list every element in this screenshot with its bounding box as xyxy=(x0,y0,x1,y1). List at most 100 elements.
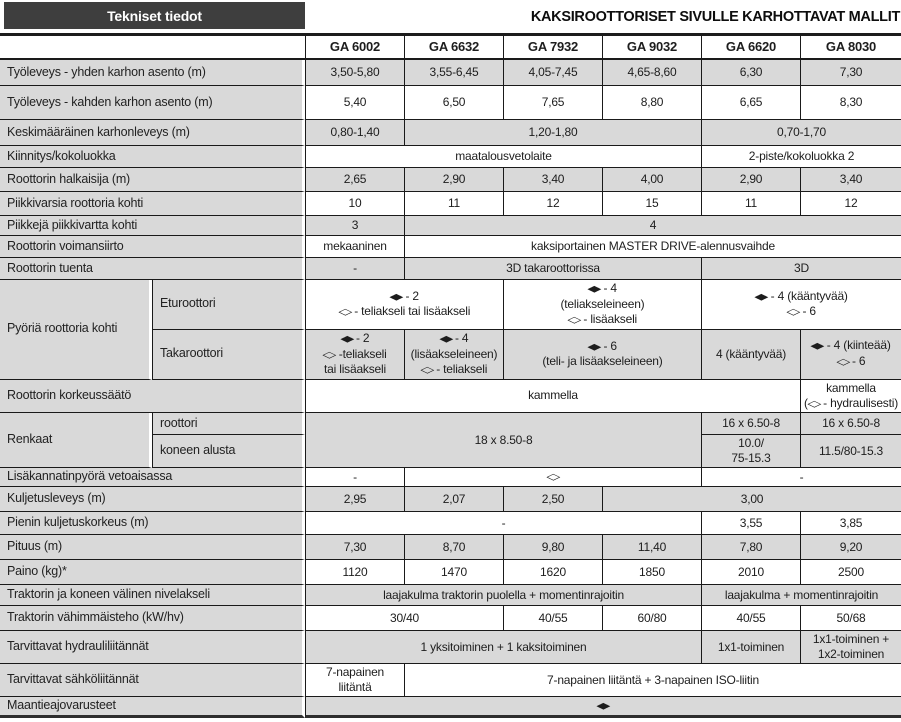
cell-roottorin-halkaisija-0: 2,65 xyxy=(305,168,404,192)
cell-keskimaarainen-karhonleveys-2: 0,70-1,70 xyxy=(701,120,901,146)
cell-tyoleveys-kahden-0: 5,40 xyxy=(305,86,404,120)
row-sublabel-pyoria-eturoottori: Eturoottori xyxy=(152,280,305,330)
cell-vahimmaisteho-1: 40/55 xyxy=(503,606,602,631)
cell-hydrauliliitannat-2: 1x1-toiminen +1x2-toiminen xyxy=(800,631,901,664)
row-label-piikkeja: Piikkejä piikkivartta kohti xyxy=(0,216,305,236)
cell-kuljetusleveys-2: 2,50 xyxy=(503,487,602,512)
cell-paino-2: 1620 xyxy=(503,560,602,585)
row-label-kiinnitys: Kiinnitys/kokoluokka xyxy=(0,146,305,168)
cell-tyoleveys-yhden-2: 4,05-7,45 xyxy=(503,60,602,86)
cell-piikkeja-1: 4 xyxy=(404,216,901,236)
table-corner xyxy=(0,36,305,60)
cell-piikkivarsia-4: 11 xyxy=(701,192,800,216)
cell-pyoria-eturoottori-1: ◆ - 4 (teliakseleineen) ◇ - lisäakseli xyxy=(503,280,701,330)
filled-diamond-icon: ◆ xyxy=(596,701,611,711)
cell-renkaat-roottori-0: 18 x 8.50-8 xyxy=(305,413,701,469)
cell-pituus-4: 7,80 xyxy=(701,535,800,560)
cell-vahimmaisteho-3: 40/55 xyxy=(701,606,800,631)
cell-tyoleveys-kahden-1: 6,50 xyxy=(404,86,503,120)
cell-nivelakseli-1: laajakulma + momentinrajoitin xyxy=(701,585,901,606)
row-label-sahkoliitannat: Tarvittavat sähköliitännät xyxy=(0,664,305,697)
cell-vahimmaisteho-0: 30/40 xyxy=(305,606,503,631)
cell-piikkivarsia-1: 11 xyxy=(404,192,503,216)
cell-korkeussaato-0: kammella xyxy=(305,379,800,414)
cell-pienin-kuljetuskorkeus-1: 3,55 xyxy=(701,512,800,535)
cell-pienin-kuljetuskorkeus-2: 3,85 xyxy=(800,512,901,535)
cell-tyoleveys-kahden-3: 8,80 xyxy=(602,86,701,120)
cell-piikkivarsia-3: 15 xyxy=(602,192,701,216)
cell-tyoleveys-yhden-3: 4,65-8,60 xyxy=(602,60,701,86)
cell-roottorin-halkaisija-2: 3,40 xyxy=(503,168,602,192)
row-label-roottorin-halkaisija: Roottorin halkaisija (m) xyxy=(0,168,305,192)
cell-roottorin-halkaisija-4: 2,90 xyxy=(701,168,800,192)
technical-specs-table: GA 6002 GA 6632 GA 7932 GA 9032 GA 6620 GA 80… xyxy=(0,36,901,718)
cell-pyoria-takaroottori-2: ◆ - 6 (teli- ja lisäakseleineen) xyxy=(503,329,701,380)
cell-keskimaarainen-karhonleveys-0: 0,80-1,40 xyxy=(305,120,404,146)
page-title: Tekniset tiedot xyxy=(107,7,202,24)
row-label-keskimaarainen-karhonleveys: Keskimääräinen karhonleveys (m) xyxy=(0,120,305,146)
cell-piikkivarsia-0: 10 xyxy=(305,192,404,216)
cell-vahimmaisteho-4: 50/68 xyxy=(800,606,901,631)
cell-lisakannatinpyora-1: ◇ xyxy=(404,468,701,487)
outline-diamond-icon: ◇ xyxy=(322,349,337,360)
page-header: Tekniset tiedot KAKSIROOTTORISET SIVULLE… xyxy=(0,0,901,36)
cell-lisakannatinpyora-0: - xyxy=(305,468,404,487)
filled-diamond-icon: ◆ xyxy=(339,334,354,344)
cell-tuenta-2: 3D xyxy=(701,258,901,280)
cell-vahimmaisteho-2: 60/80 xyxy=(602,606,701,631)
cell-pituus-0: 7,30 xyxy=(305,535,404,560)
cell-voimansiirto-1: kaksiportainen MASTER DRIVE-alennusvaihd… xyxy=(404,236,901,258)
outline-diamond-icon: ◇ xyxy=(546,472,560,483)
cell-kiinnitys-0: maatalousvetolaite xyxy=(305,146,701,168)
row-sublabel-renkaat-roottori: roottori xyxy=(152,413,305,436)
cell-paino-0: 1120 xyxy=(305,560,404,585)
filled-diamond-icon: ◆ xyxy=(754,291,769,302)
cell-voimansiirto-0: mekaaninen xyxy=(305,236,404,258)
cell-kuljetusleveys-0: 2,95 xyxy=(305,487,404,512)
cell-tyoleveys-yhden-1: 3,55-6,45 xyxy=(404,60,503,86)
row-label-hydrauliliitannat: Tarvittavat hydrauliliitännät xyxy=(0,631,305,664)
outline-diamond-icon: ◇ xyxy=(420,364,434,375)
row-label-maantieajovarusteet: Maantieajovarusteet xyxy=(0,697,305,718)
row-label-tuenta: Roottorin tuenta xyxy=(0,258,305,280)
cell-hydrauliliitannat-0: 1 yksitoiminen + 1 kaksitoiminen xyxy=(305,631,701,664)
row-sublabel-pyoria-takaroottori: Takaroottori xyxy=(152,329,305,380)
cell-tyoleveys-kahden-5: 8,30 xyxy=(800,86,901,120)
column-header-ga-6632: GA 6632 xyxy=(404,36,503,60)
row-label-tyoleveys-yhden: Työleveys - yhden karhon asento (m) xyxy=(0,60,305,86)
cell-paino-3: 1850 xyxy=(602,560,701,585)
cell-lisakannatinpyora-2: - xyxy=(701,468,901,487)
cell-tyoleveys-yhden-5: 7,30 xyxy=(800,60,901,86)
outline-diamond-icon: ◇ xyxy=(567,315,581,325)
column-header-ga-6620: GA 6620 xyxy=(701,36,800,60)
cell-pituus-3: 11,40 xyxy=(602,535,701,560)
row-label-renkaat-roottori: Renkaat xyxy=(0,413,152,469)
cell-pyoria-eturoottori-2: ◆ - 4 (kääntyvää) ◇ - 6 xyxy=(701,280,901,330)
outline-diamond-icon: ◇ xyxy=(807,398,821,409)
row-label-vahimmaisteho: Traktorin vähimmäisteho (kW/hv) xyxy=(0,606,305,631)
cell-keskimaarainen-karhonleveys-1: 1,20-1,80 xyxy=(404,120,701,146)
cell-renkaat-roottori-1: 16 x 6.50-8 xyxy=(701,413,800,436)
cell-sahkoliitannat-1: 7-napainen liitäntä + 3-napainen ISO-lii… xyxy=(404,664,901,697)
left-title-box: Tekniset tiedot xyxy=(4,2,305,29)
outline-diamond-icon: ◇ xyxy=(786,307,801,318)
row-label-nivelakseli: Traktorin ja koneen välinen nivelakseli xyxy=(0,585,305,606)
row-label-voimansiirto: Roottorin voimansiirto xyxy=(0,236,305,258)
cell-korkeussaato-1: kammella (◇ - hydraulisesti) xyxy=(800,379,901,414)
cell-roottorin-halkaisija-5: 3,40 xyxy=(800,168,901,192)
cell-kuljetusleveys-3: 3,00 xyxy=(602,487,901,512)
cell-pyoria-takaroottori-0: ◆ - 2 ◇ -teliakseli tai lisäakseli xyxy=(305,329,404,380)
cell-hydrauliliitannat-1: 1x1-toiminen xyxy=(701,631,800,664)
cell-pyoria-takaroottori-3: 4 (kääntyvää) xyxy=(701,329,800,380)
cell-piikkivarsia-2: 12 xyxy=(503,192,602,216)
column-header-ga-9032: GA 9032 xyxy=(602,36,701,60)
row-label-pyoria-eturoottori: Pyöriä roottoria kohti xyxy=(0,280,152,380)
row-label-tyoleveys-kahden: Työleveys - kahden karhon asento (m) xyxy=(0,86,305,120)
row-label-piikkivarsia: Piikkivarsia roottoria kohti xyxy=(0,192,305,216)
cell-pyoria-eturoottori-0: ◆ - 2 ◇ - teliakseli tai lisäakseli xyxy=(305,280,503,330)
cell-paino-5: 2500 xyxy=(800,560,901,585)
column-header-ga-8030: GA 8030 xyxy=(800,36,901,60)
cell-renkaat-roottori-2: 16 x 6.50-8 xyxy=(800,413,901,436)
cell-pienin-kuljetuskorkeus-0: - xyxy=(305,512,701,535)
filled-diamond-icon: ◆ xyxy=(438,334,453,344)
